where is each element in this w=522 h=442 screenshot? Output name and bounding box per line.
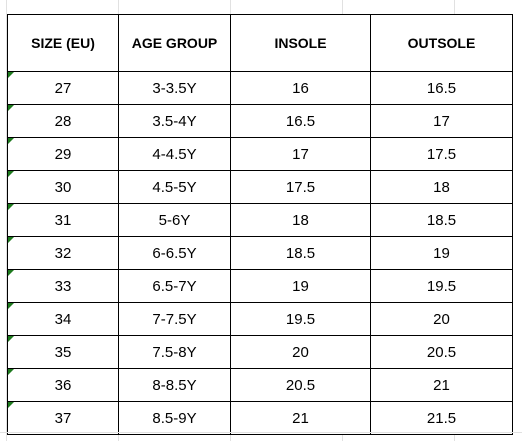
cell-age-group[interactable]: 7-7.5Y: [118, 302, 231, 336]
table-row: 37 8.5-9Y 21 21.5: [7, 401, 513, 435]
error-indicator-icon[interactable]: [8, 402, 14, 408]
cell-insole[interactable]: 19.5: [230, 302, 371, 336]
table-row: 28 3.5-4Y 16.5 17: [7, 104, 513, 138]
cell-age-group[interactable]: 6-6.5Y: [118, 236, 231, 270]
cell-size[interactable]: 31: [7, 203, 119, 237]
table-row: 35 7.5-8Y 20 20.5: [7, 335, 513, 369]
cell-size-value: 33: [54, 277, 72, 295]
cell-outsole[interactable]: 17: [370, 104, 513, 138]
cell-insole[interactable]: 20: [230, 335, 371, 369]
header-row: SIZE (EU) AGE GROUP INSOLE OUTSOLE: [7, 14, 513, 72]
cell-size-value: 30: [54, 178, 72, 196]
cell-size[interactable]: 34: [7, 302, 119, 336]
header-age-group[interactable]: AGE GROUP: [118, 14, 231, 72]
cell-outsole[interactable]: 20: [370, 302, 513, 336]
cell-age-group[interactable]: 4-4.5Y: [118, 137, 231, 171]
error-indicator-icon[interactable]: [8, 105, 14, 111]
cell-size[interactable]: 28: [7, 104, 119, 138]
error-indicator-icon[interactable]: [8, 204, 14, 210]
cell-insole[interactable]: 19: [230, 269, 371, 303]
cell-insole[interactable]: 21: [230, 401, 371, 435]
error-indicator-icon[interactable]: [8, 303, 14, 309]
header-insole[interactable]: INSOLE: [230, 14, 371, 72]
error-indicator-icon[interactable]: [8, 336, 14, 342]
cell-size-value: 35: [54, 343, 72, 361]
cell-size[interactable]: 32: [7, 236, 119, 270]
cell-outsole[interactable]: 20.5: [370, 335, 513, 369]
header-size[interactable]: SIZE (EU): [7, 14, 119, 72]
cell-insole[interactable]: 17: [230, 137, 371, 171]
cell-age-group[interactable]: 3-3.5Y: [118, 71, 231, 105]
error-indicator-icon[interactable]: [8, 369, 14, 375]
cell-size-value: 34: [54, 310, 72, 328]
cell-size[interactable]: 35: [7, 335, 119, 369]
cell-size-value: 31: [54, 211, 72, 229]
table-row: 32 6-6.5Y 18.5 19: [7, 236, 513, 270]
table-row: 33 6.5-7Y 19 19.5: [7, 269, 513, 303]
table-row: 31 5-6Y 18 18.5: [7, 203, 513, 237]
cell-size[interactable]: 27: [7, 71, 119, 105]
cell-size[interactable]: 33: [7, 269, 119, 303]
cell-size-value: 37: [54, 409, 72, 427]
cell-size[interactable]: 36: [7, 368, 119, 402]
table-row: 27 3-3.5Y 16 16.5: [7, 71, 513, 105]
table-row: 36 8-8.5Y 20.5 21: [7, 368, 513, 402]
error-indicator-icon[interactable]: [8, 237, 14, 243]
cell-insole[interactable]: 20.5: [230, 368, 371, 402]
cell-outsole[interactable]: 18.5: [370, 203, 513, 237]
error-indicator-icon[interactable]: [8, 138, 14, 144]
cell-size-value: 27: [54, 79, 72, 97]
cell-size[interactable]: 37: [7, 401, 119, 435]
cell-outsole[interactable]: 18: [370, 170, 513, 204]
cell-insole[interactable]: 17.5: [230, 170, 371, 204]
cell-age-group[interactable]: 8.5-9Y: [118, 401, 231, 435]
table-row: 29 4-4.5Y 17 17.5: [7, 137, 513, 171]
error-indicator-icon[interactable]: [8, 270, 14, 276]
cell-age-group[interactable]: 4.5-5Y: [118, 170, 231, 204]
cell-outsole[interactable]: 21.5: [370, 401, 513, 435]
cell-age-group[interactable]: 3.5-4Y: [118, 104, 231, 138]
next-row-gridline: [0, 432, 522, 442]
cell-size-value: 29: [54, 145, 72, 163]
cell-outsole[interactable]: 19: [370, 236, 513, 270]
cell-insole[interactable]: 18: [230, 203, 371, 237]
cell-age-group[interactable]: 5-6Y: [118, 203, 231, 237]
cell-size[interactable]: 29: [7, 137, 119, 171]
cell-age-group[interactable]: 8-8.5Y: [118, 368, 231, 402]
table-row: 34 7-7.5Y 19.5 20: [7, 302, 513, 336]
cell-outsole[interactable]: 21: [370, 368, 513, 402]
cell-insole[interactable]: 16: [230, 71, 371, 105]
cell-size[interactable]: 30: [7, 170, 119, 204]
cell-age-group[interactable]: 6.5-7Y: [118, 269, 231, 303]
cell-size-value: 28: [54, 112, 72, 130]
error-indicator-icon[interactable]: [8, 171, 14, 177]
table-row: 30 4.5-5Y 17.5 18: [7, 170, 513, 204]
cell-outsole[interactable]: 19.5: [370, 269, 513, 303]
error-indicator-icon[interactable]: [8, 72, 14, 78]
cell-outsole[interactable]: 16.5: [370, 71, 513, 105]
cell-age-group[interactable]: 7.5-8Y: [118, 335, 231, 369]
cell-insole[interactable]: 18.5: [230, 236, 371, 270]
cell-insole[interactable]: 16.5: [230, 104, 371, 138]
cell-size-value: 32: [54, 244, 72, 262]
size-chart-table: SIZE (EU) AGE GROUP INSOLE OUTSOLE 27 3-3…: [7, 14, 513, 435]
header-outsole[interactable]: OUTSOLE: [370, 14, 513, 72]
cell-outsole[interactable]: 17.5: [370, 137, 513, 171]
cell-size-value: 36: [54, 376, 72, 394]
